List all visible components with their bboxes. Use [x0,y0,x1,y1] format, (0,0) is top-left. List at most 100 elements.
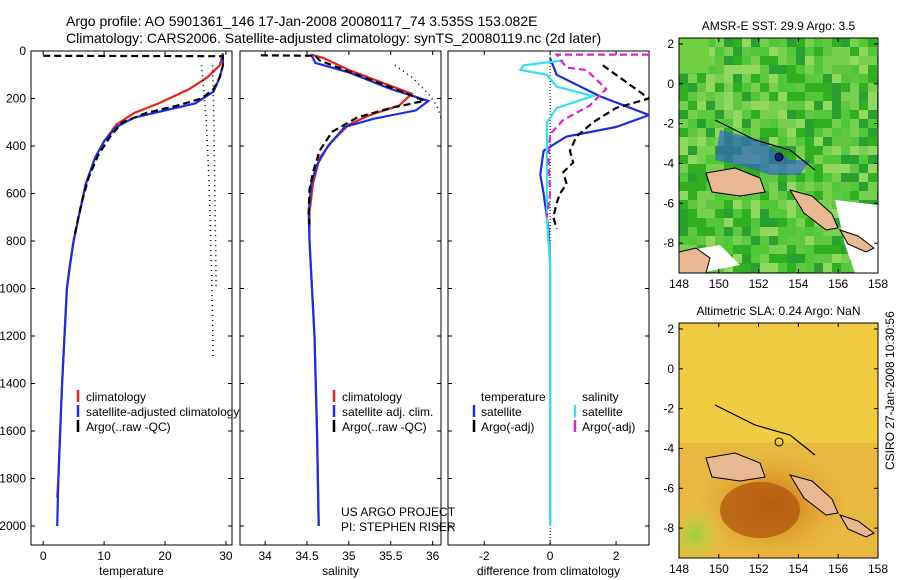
sla_map-y-tick-label: -6 [663,481,674,495]
sst-map-cell [697,119,706,128]
temp-series-argo [43,54,224,235]
sst-map-cell [805,119,814,128]
sst-map-cell [733,218,742,227]
sst-map-cell [769,173,778,182]
sst-map-cell [814,65,823,74]
sst-map-cell [787,182,796,191]
sst-map-cell [778,227,787,236]
sst-map-cell [742,83,751,92]
sst-map-cell [742,47,751,56]
sla-map-peak [720,482,800,538]
sst-map-cell [823,254,832,263]
credit-line-2: PI: STEPHEN RISER [341,520,456,534]
sst-map-cell [823,47,832,56]
sst-map-cell [832,155,841,164]
sst-map-cell [751,236,760,245]
sst-map-cell [760,191,769,200]
new-guinea-coast [705,167,766,197]
sst-map-cell [742,65,751,74]
sst-map-cell [769,74,778,83]
sst-map-cell [796,38,805,47]
sst-map-cell [706,110,715,119]
sst-map-cell [706,101,715,110]
sst-map-cell [805,245,814,254]
sst-map-cell [760,38,769,47]
temp-x-axis-label: temperature [99,564,164,578]
sst-map-cell [805,236,814,245]
sst-map-cell [679,218,688,227]
sst-map-cell [787,56,796,65]
sst-map-cell [832,227,841,236]
sst-map-cell [679,101,688,110]
sst-map-cell [733,56,742,65]
sla_map-x-tick-label: 154 [788,562,808,576]
sst-map-cell [859,164,868,173]
sst-map-cell [787,155,796,164]
sst-map-cell [823,83,832,92]
sst-map-cell [850,146,859,155]
sst-map-cell [697,200,706,209]
sst-map-cell [850,110,859,119]
sst-map-cell [796,173,805,182]
sst-map-cell [796,182,805,191]
sst-map-cell [778,236,787,245]
sst-map-cell [742,227,751,236]
island-coast [838,229,875,253]
sst-map-cell [778,254,787,263]
diff-legend-temp-label: satellite [481,405,522,419]
sst-map-cell [850,92,859,101]
sst-map-cell [706,38,715,47]
diff-x-tick-label: 0 [547,549,554,563]
sst-map-cell [706,128,715,137]
sst-map-cell [760,101,769,110]
sst-map-cell [751,110,760,119]
sal-x-tick-label: 35 [342,549,356,563]
island-coast [788,474,839,516]
sst-map-cell [805,110,814,119]
diff-series-sal_satellite [518,59,597,526]
sst-map-cell [769,254,778,263]
sst-map-cell [859,155,868,164]
temp-y-tick-label: 1200 [0,329,26,343]
temp-y-tick-label: 1400 [0,377,26,391]
sst-map-cell [679,110,688,119]
sst-map-cell [688,101,697,110]
sst-map-cell [787,137,796,146]
sst-map-cell [796,254,805,263]
sst-map-cell [796,110,805,119]
sst-map-cell [859,182,868,191]
sst-map-cell [697,92,706,101]
sst-map-cell [769,245,778,254]
sst-map-cell [760,236,769,245]
sst-map-cell [805,56,814,65]
sst-map-cell [760,200,769,209]
sst-map-cell [805,182,814,191]
sst-map-cell [805,155,814,164]
temp-x-tick-label: 0 [40,549,47,563]
temp-y-tick-label: 0 [19,44,26,58]
sst-map-cell [850,101,859,110]
sla_map-x-tick-label: 150 [709,562,729,576]
sst-map-cell [688,83,697,92]
sst-map-cell [823,56,832,65]
sal-x-tick-label: 34.5 [295,549,319,563]
sst-map-cell [814,155,823,164]
sst-map-cell [805,83,814,92]
sst-map-cell [733,83,742,92]
sst-map-cell [751,38,760,47]
sst-map-cell [742,209,751,218]
sst-map-cell [697,164,706,173]
temp-series-argo_raw2 [211,65,217,289]
sal-x-tick-label: 34 [258,549,272,563]
sst-map-cell [760,263,769,272]
sst-map-cell [769,218,778,227]
sst-map-cell [679,119,688,128]
sst-map-cell [778,200,787,209]
sst-map-cell [832,182,841,191]
sst-map-argo-marker [774,152,784,162]
sst-map-cell [850,119,859,128]
temp-y-tick-label: 400 [6,139,26,153]
sst-map-cell [769,227,778,236]
sst-map-cell [868,119,877,128]
sst-map-cell [679,74,688,83]
